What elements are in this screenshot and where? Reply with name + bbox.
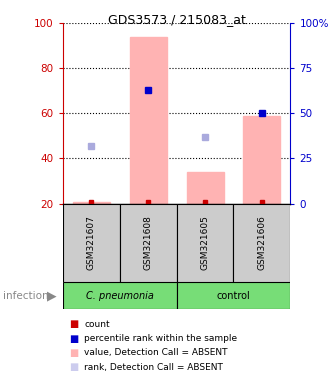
- Text: value, Detection Call = ABSENT: value, Detection Call = ABSENT: [84, 348, 228, 358]
- Bar: [244, 116, 280, 204]
- Text: GSM321607: GSM321607: [87, 215, 96, 270]
- Text: GSM321608: GSM321608: [144, 215, 152, 270]
- Bar: [177, 204, 233, 282]
- Bar: [63, 282, 177, 309]
- Text: C. pneumonia: C. pneumonia: [86, 291, 153, 301]
- Bar: [63, 204, 119, 282]
- Text: percentile rank within the sample: percentile rank within the sample: [84, 334, 237, 343]
- Text: ■: ■: [69, 348, 79, 358]
- Text: ■: ■: [69, 319, 79, 329]
- Bar: [186, 172, 223, 204]
- Text: ■: ■: [69, 362, 79, 372]
- Text: control: control: [216, 291, 250, 301]
- Text: count: count: [84, 320, 110, 329]
- Bar: [177, 282, 290, 309]
- Text: GSM321605: GSM321605: [201, 215, 210, 270]
- Text: GDS3573 / 215083_at: GDS3573 / 215083_at: [108, 13, 246, 26]
- Text: infection: infection: [3, 291, 49, 301]
- Bar: [73, 202, 110, 204]
- Bar: [119, 204, 177, 282]
- Text: rank, Detection Call = ABSENT: rank, Detection Call = ABSENT: [84, 362, 223, 372]
- Bar: [234, 204, 290, 282]
- Bar: [130, 36, 167, 204]
- Text: ■: ■: [69, 334, 79, 344]
- Text: ▶: ▶: [47, 289, 57, 302]
- Text: GSM321606: GSM321606: [257, 215, 266, 270]
